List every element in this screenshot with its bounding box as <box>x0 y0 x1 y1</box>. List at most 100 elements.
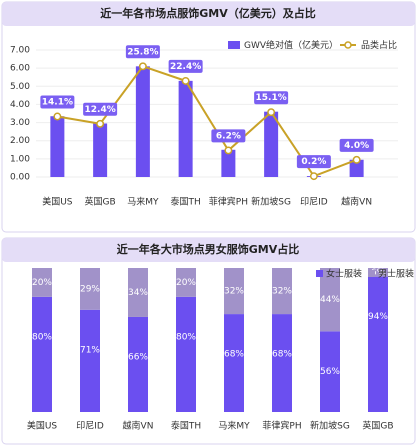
value-label: 12.4% <box>85 105 116 115</box>
line-point <box>224 146 233 155</box>
value-label: 80% <box>32 332 52 342</box>
bar-segment <box>176 296 196 412</box>
bar-segment <box>128 268 148 317</box>
x-tick-label: 印尼ID <box>76 420 104 432</box>
value-label: 94% <box>368 312 388 322</box>
legend-label: GWV绝对值（亿美元） <box>244 39 338 51</box>
line-point <box>309 172 318 181</box>
bar-segment <box>32 268 52 297</box>
chart-title: 近一年各市场点服饰GMV（亿美元）及占比 <box>100 6 316 20</box>
x-tick-label: 越南VN <box>341 196 372 208</box>
bar-segment <box>224 314 244 412</box>
value-label: 25.8% <box>127 47 158 57</box>
x-tick-label: 马来MY <box>127 197 159 208</box>
x-tick-label: 菲律宾PH <box>209 196 248 208</box>
legend-label: 女士服装 <box>326 268 362 280</box>
x-tick-label: 美国US <box>27 420 58 432</box>
value-label: 68% <box>272 350 292 360</box>
x-tick-label: 新加坡SG <box>310 420 350 432</box>
x-tick-label: 泰国TH <box>170 196 200 208</box>
value-label-box <box>168 59 203 73</box>
value-label: 6% <box>371 268 386 278</box>
legend-label: 男士服装 <box>378 268 414 280</box>
x-tick-label: 英国GB <box>85 196 116 208</box>
bar <box>221 149 236 177</box>
panel-header <box>2 238 415 262</box>
value-label: 20% <box>32 278 52 288</box>
chart-title: 近一年各大市场点男女服饰GMV占比 <box>117 242 300 256</box>
bar <box>264 111 279 177</box>
x-tick-label: 菲律宾PH <box>262 420 301 432</box>
line-point <box>53 112 62 121</box>
value-label: 4.0% <box>344 141 369 151</box>
x-tick-label: 新加坡SG <box>251 196 291 208</box>
value-label: 34% <box>128 288 148 298</box>
bar-segment <box>80 268 100 310</box>
line-point <box>181 76 190 85</box>
line-point <box>96 119 105 128</box>
y-tick-label: 6.00 <box>10 64 30 74</box>
line-point <box>352 155 361 164</box>
line-point <box>267 108 276 117</box>
line-point <box>138 62 147 71</box>
value-label-box <box>125 45 160 59</box>
y-tick-label: 7.00 <box>10 46 30 56</box>
value-label: 14.1% <box>42 98 73 108</box>
value-label: 15.1% <box>256 93 287 103</box>
y-tick-label: 5.00 <box>10 82 30 92</box>
x-tick-label: 越南VN <box>123 420 154 432</box>
value-label: 32% <box>224 287 244 297</box>
value-label: 80% <box>176 332 196 342</box>
x-tick-label: 印尼ID <box>300 196 328 208</box>
y-tick-label: 2.00 <box>10 136 30 146</box>
bar-segment <box>272 314 292 412</box>
value-label: 6.2% <box>216 131 241 141</box>
legend-swatch <box>316 270 323 277</box>
legend-label: 品类占比 <box>361 39 397 51</box>
bar <box>50 116 65 177</box>
bar <box>178 80 193 177</box>
value-label-box <box>296 155 331 169</box>
bar-segment <box>128 316 148 412</box>
bar-segment <box>368 268 388 277</box>
x-tick-label: 英国GB <box>362 420 393 432</box>
value-label-box <box>339 138 374 152</box>
legend-swatch <box>228 41 240 49</box>
value-label-box <box>40 95 75 109</box>
value-label: 66% <box>128 352 148 362</box>
x-tick-label: 泰国TH <box>171 420 201 432</box>
y-tick-label: 0.00 <box>10 173 30 183</box>
bar <box>135 66 150 177</box>
x-tick-label: 马来MY <box>218 421 250 432</box>
bar-segment <box>80 309 100 412</box>
value-label: 20% <box>176 278 196 288</box>
bar-segment <box>224 268 244 315</box>
y-tick-label: 3.00 <box>10 118 30 128</box>
bar-segment <box>320 331 340 412</box>
legend-swatch <box>344 41 352 49</box>
bar-segment <box>176 268 196 297</box>
value-label-box <box>254 91 289 105</box>
bar-segment <box>272 268 292 315</box>
value-label: 56% <box>320 367 340 377</box>
bar <box>349 159 364 177</box>
value-label: 22.4% <box>170 62 201 72</box>
value-label: 0.2% <box>301 157 326 167</box>
panel-header <box>2 2 415 26</box>
bar-segment <box>32 296 52 412</box>
value-label: 29% <box>80 284 100 294</box>
value-label-box <box>83 102 118 116</box>
value-label-box <box>211 129 246 143</box>
value-label: 71% <box>80 345 100 355</box>
value-label: 32% <box>272 287 292 297</box>
value-label: 68% <box>224 350 244 360</box>
value-label: 44% <box>320 295 340 305</box>
bar-segment <box>320 268 340 332</box>
x-tick-label: 美国US <box>42 196 73 208</box>
y-tick-label: 4.00 <box>10 100 30 110</box>
legend-swatch <box>368 270 375 277</box>
y-tick-label: 1.00 <box>10 154 30 164</box>
bar <box>93 123 108 177</box>
